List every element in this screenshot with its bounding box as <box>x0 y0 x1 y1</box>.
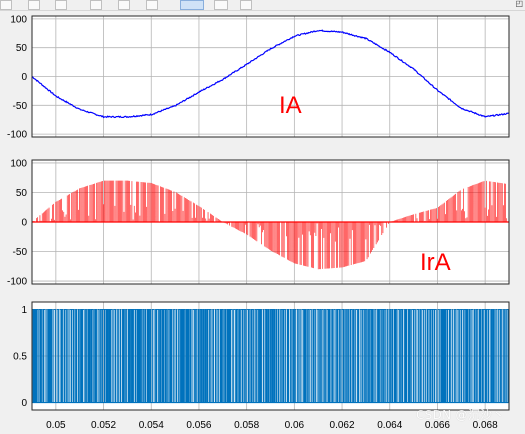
toolbar-button[interactable] <box>240 0 252 10</box>
zoom-tool-button[interactable] <box>180 0 204 10</box>
x-tick-label: 0.052 <box>91 420 116 431</box>
axes-border <box>31 15 510 138</box>
y-tick-label: 100 <box>10 14 27 25</box>
axes-border <box>31 301 510 411</box>
scope-panel-1: 100 50 0 -50 -100 IA <box>7 14 510 141</box>
y-tick-label: 0 <box>21 72 27 83</box>
y-tick-label: -100 <box>7 130 27 141</box>
scope-toolbar: ◰ <box>0 0 525 11</box>
toolbar-button[interactable] <box>146 0 158 10</box>
y-tick-label: 0 <box>21 398 27 409</box>
x-tick-label: 0.066 <box>425 420 450 431</box>
y-tick-label: -50 <box>13 247 28 258</box>
y-tick-label: 50 <box>16 43 28 54</box>
toolbar-button[interactable] <box>90 0 102 10</box>
ira-stem-bars <box>32 180 509 270</box>
scope-panel-3: 1 0.5 0 0.05 0.052 0.054 0.056 0.058 0.06 0.062 0.… <box>13 301 510 431</box>
toolbar-button[interactable] <box>214 0 228 10</box>
waveform-annotation-label: IA <box>279 92 302 119</box>
y-tick-label: -50 <box>13 101 28 112</box>
x-tick-label: 0.064 <box>377 420 402 431</box>
axes-border <box>31 159 510 285</box>
scope-panel-2: 100 50 0 -50 -100 IrA <box>7 158 510 288</box>
y-tick-label: 0.5 <box>13 352 27 363</box>
toolbar-button[interactable] <box>28 0 40 10</box>
plot-area <box>32 29 509 119</box>
y-tick-label: 0 <box>21 218 27 229</box>
undock-icon[interactable]: ◰ <box>515 0 523 8</box>
x-tick-label: 0.062 <box>330 420 355 431</box>
plot-area <box>32 180 509 270</box>
ia-waveform-line <box>32 29 509 119</box>
plot-area <box>32 309 509 404</box>
toolbar-button[interactable] <box>118 0 130 10</box>
x-tick-label: 0.06 <box>285 420 305 431</box>
x-tick-label: 0.058 <box>234 420 259 431</box>
y-tick-label: 100 <box>10 158 27 169</box>
x-tick-label: 0.068 <box>473 420 498 431</box>
y-tick-label: 1 <box>21 305 27 316</box>
toolbar-button[interactable] <box>55 0 67 10</box>
y-tick-label: 50 <box>16 188 28 199</box>
x-tick-label: 0.05 <box>46 420 66 431</box>
x-tick-label: 0.054 <box>139 420 164 431</box>
y-tick-label: -100 <box>7 277 27 288</box>
pulse-waveform <box>32 309 509 403</box>
waveform-annotation-label: IrA <box>420 249 451 276</box>
toolbar-button[interactable] <box>0 0 12 10</box>
x-tick-label: 0.056 <box>186 420 211 431</box>
watermark: CSDN @沉沙丶 <box>416 408 505 422</box>
